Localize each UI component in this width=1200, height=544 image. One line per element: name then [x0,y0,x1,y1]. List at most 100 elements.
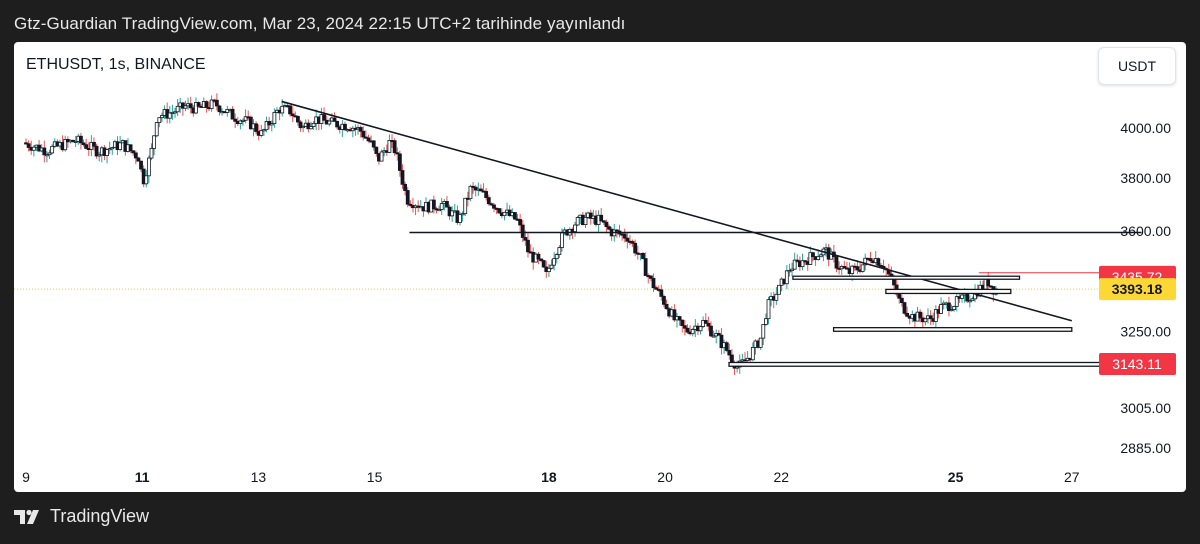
candle-body [335,121,340,128]
candle-body [387,140,392,153]
candle-body [774,293,779,301]
candle-body [167,112,172,119]
candle-body [868,258,873,262]
candle-body [730,354,734,363]
candle-body [761,324,766,339]
candle-body [79,135,83,144]
price-tag-label: 3143.11 [1112,356,1162,372]
y-tick-label: 3800.00 [1120,170,1171,186]
candle-body [309,126,313,130]
candle-body [73,140,78,143]
candle-body [262,129,266,132]
candle-body [230,108,235,120]
candle-body [758,337,763,348]
candle-body [654,287,658,290]
candle-body [625,237,630,242]
candle-body [604,221,609,228]
zone-box-2 [792,275,1021,280]
candle-body [573,224,577,232]
candle-body [905,312,909,317]
candle-body [518,219,523,226]
candle-body [31,146,36,151]
candle-body [842,266,847,269]
candle-body [960,294,964,299]
zone-box-3 [885,288,1012,295]
candle-body [541,260,546,268]
candle-body [395,152,400,155]
candle-body [800,260,805,268]
candle-body [280,105,285,114]
candle-body [651,277,656,289]
candle-body [269,123,274,126]
candle-body [254,123,258,132]
candle-body [764,318,768,325]
candle-body [677,316,682,321]
candle-body [306,122,311,130]
candle-body [549,264,554,269]
candle-body [110,147,115,150]
symbol-label: ETHUSDT, 1s, BINANCE [26,56,206,73]
candle-body [296,116,300,123]
candle-body [374,146,379,154]
candle-body [217,105,222,113]
candle-body [157,117,162,123]
candle-body [460,213,465,216]
candle-body [84,144,89,149]
candle-body [863,257,868,266]
candle-body [259,130,264,136]
candle-body [445,201,449,208]
candle-body [659,289,664,297]
tradingview-logo-icon [14,509,39,524]
candle-body [682,325,687,329]
candle-body [899,297,904,303]
candle-body [397,153,402,171]
candle-body [539,258,543,261]
candle-body [248,116,253,130]
candle-body [26,143,31,148]
candle-body [63,138,68,151]
candle-body [709,325,713,337]
footer-brand[interactable]: TradingView [50,506,150,526]
candle-body [214,99,219,107]
candle-body [923,318,928,323]
chart-canvas[interactable]: 4000.00 3800.00 3600.00 3250.00 3005.00 2885.… [14,42,1186,492]
candle-body [939,304,943,314]
candle-body [766,299,771,320]
candle-body [784,270,789,285]
x-tick-label: 25 [948,469,964,485]
candle-body [327,120,332,125]
candle-body [526,239,530,253]
candle-body [379,151,384,162]
candle-body [431,199,436,210]
candle-body [403,183,408,191]
candle-body [724,342,729,351]
candle-body [599,214,604,222]
candle-body [575,217,580,226]
candle-body [392,140,397,154]
candle-body [332,117,337,122]
candle-body [241,119,245,122]
candle-body [152,135,157,149]
currency-button[interactable]: USDT [1098,47,1176,85]
candle-body [641,252,645,259]
candle-body [298,121,303,129]
chart-panel[interactable]: 4000.00 3800.00 3600.00 3250.00 3005.00 2885.… [14,42,1186,492]
candle-body [860,264,865,272]
candle-body [557,247,562,255]
y-tick-label: 3250.00 [1120,323,1171,339]
candle-body [149,147,154,159]
candle-body [358,127,363,132]
candle-body [698,326,703,332]
y-tick-label: 3600.00 [1120,223,1171,239]
candle-body [811,252,815,258]
candle-body [554,254,559,260]
candle-body [735,366,740,369]
candle-body [662,296,666,305]
candle-body [94,145,99,157]
candle-body [536,253,541,260]
candle-body [855,266,860,271]
price-tag-label: 3393.18 [1112,281,1163,297]
candle-body [408,203,413,206]
candle-body [497,208,502,214]
candle-body [965,293,970,302]
